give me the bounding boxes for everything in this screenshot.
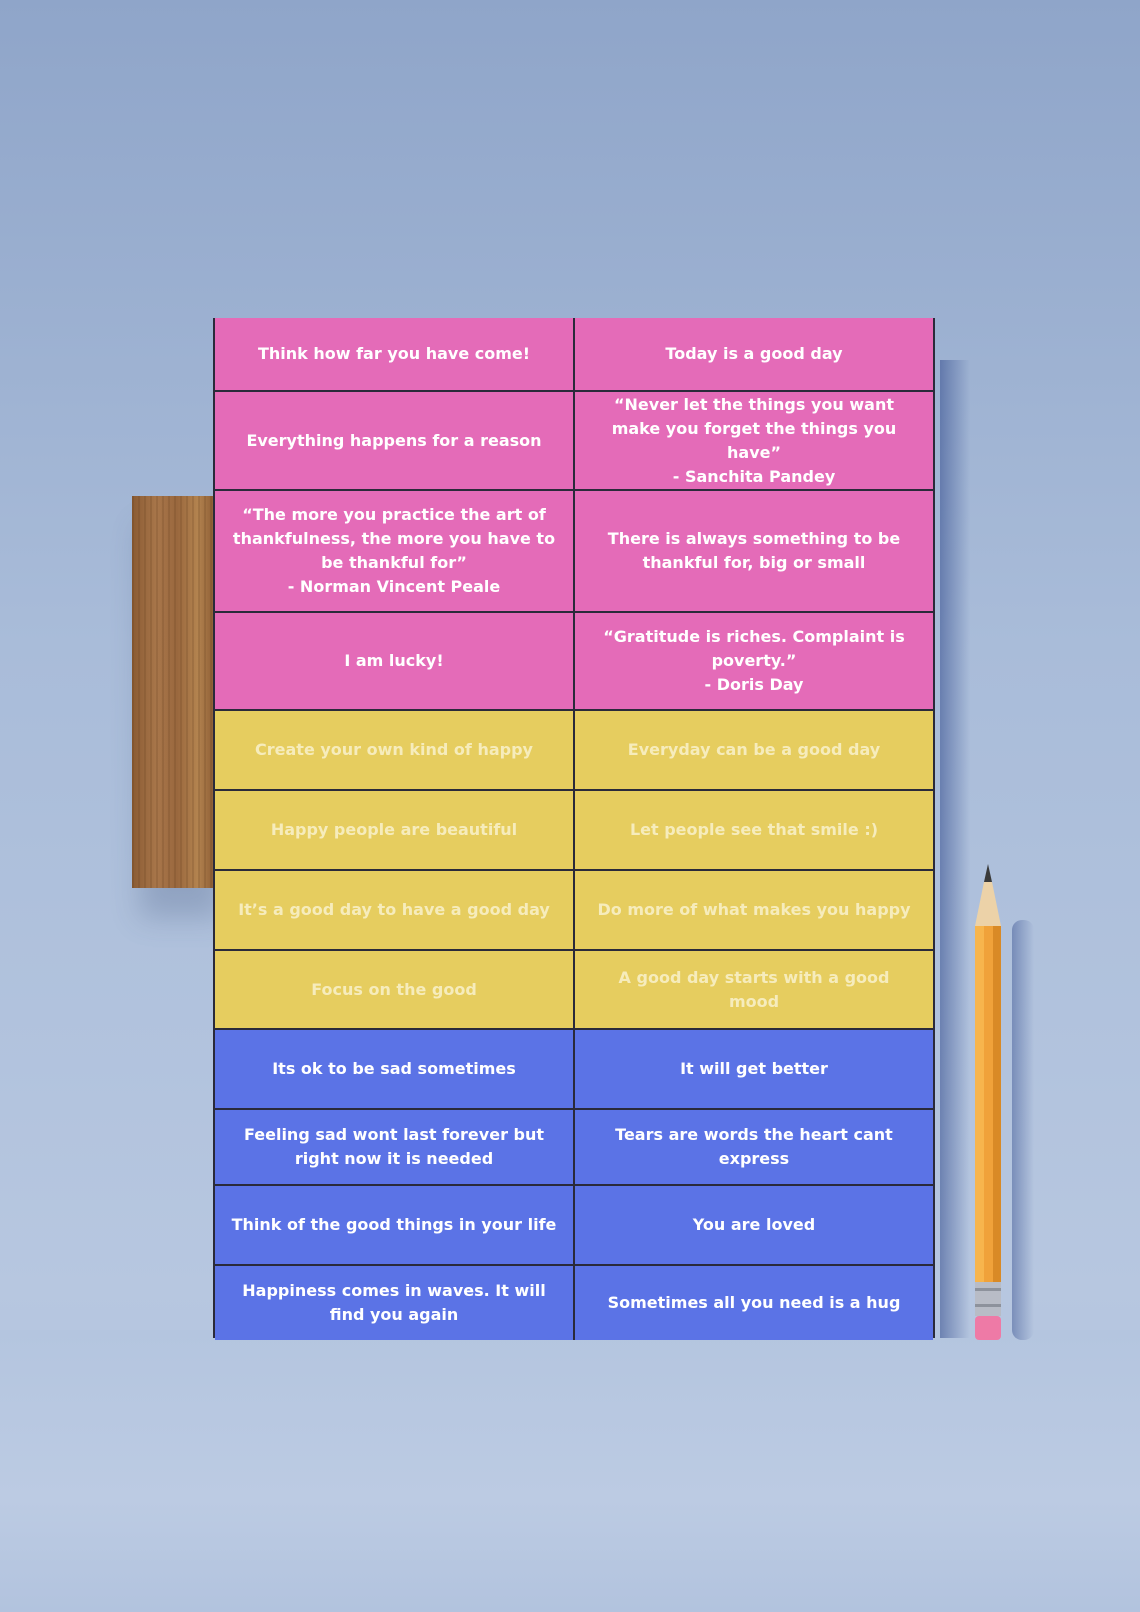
affirmation-card: You are loved	[574, 1186, 933, 1266]
affirmation-card: “Never let the things you want make you …	[574, 392, 933, 491]
affirmation-card: Happiness comes in waves. It will find y…	[215, 1266, 574, 1340]
affirmation-card: “Gratitude is riches. Complaint is pover…	[574, 613, 933, 711]
affirmation-card: Its ok to be sad sometimes	[215, 1030, 574, 1110]
affirmation-card: Focus on the good	[215, 951, 574, 1030]
affirmation-card: Think how far you have come!	[215, 318, 574, 392]
pencil-icon	[975, 864, 1001, 1340]
affirmation-card: Sometimes all you need is a hug	[574, 1266, 933, 1340]
sheet-shadow	[940, 360, 970, 1338]
wood-block-icon	[132, 496, 214, 888]
floor-surface	[0, 1330, 1140, 1612]
affirmation-card: Tears are words the heart cant express	[574, 1110, 933, 1186]
affirmation-card: Feeling sad wont last forever but right …	[215, 1110, 574, 1186]
affirmation-card: Everyday can be a good day	[574, 711, 933, 791]
affirmation-card: Today is a good day	[574, 318, 933, 392]
affirmation-card: Do more of what makes you happy	[574, 871, 933, 951]
affirmation-card: “The more you practice the art of thankf…	[215, 491, 574, 613]
affirmation-card: I am lucky!	[215, 613, 574, 711]
affirmation-card: Think of the good things in your life	[215, 1186, 574, 1266]
affirmation-card-sheet: Think how far you have come! Today is a g…	[213, 318, 935, 1340]
affirmation-card: Happy people are beautiful	[215, 791, 574, 871]
affirmation-card: It’s a good day to have a good day	[215, 871, 574, 951]
affirmation-card: It will get better	[574, 1030, 933, 1110]
affirmation-card: Everything happens for a reason	[215, 392, 574, 491]
affirmation-card: Create your own kind of happy	[215, 711, 574, 791]
pencil-shadow	[1012, 920, 1034, 1340]
affirmation-card: A good day starts with a good mood	[574, 951, 933, 1030]
affirmation-card: There is always something to be thankful…	[574, 491, 933, 613]
affirmation-card: Let people see that smile :)	[574, 791, 933, 871]
